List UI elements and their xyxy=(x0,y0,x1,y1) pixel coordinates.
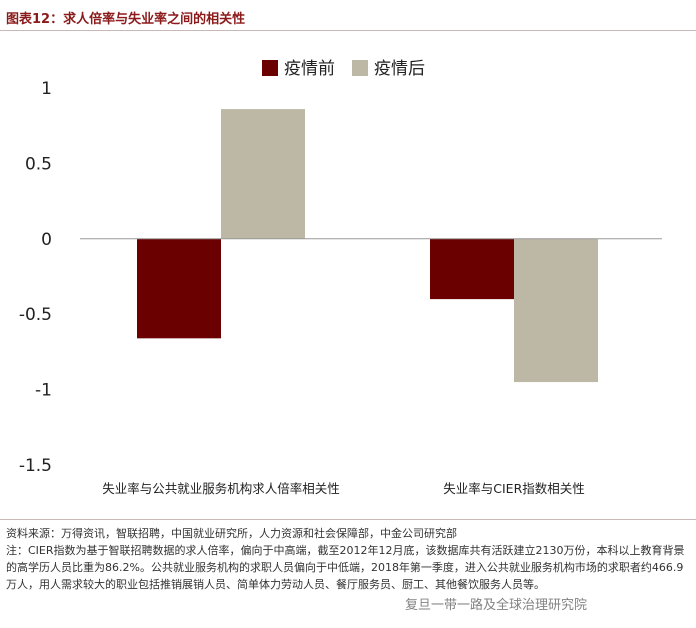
notes-block: 资料来源：万得资讯，智联招聘，中国就业研究所，人力资源和社会保障部，中金公司研究… xyxy=(6,525,690,593)
y-tick-label: -0.5 xyxy=(19,305,52,325)
chart-bars xyxy=(137,109,598,383)
category-label-2: 失业率与CIER指数相关性 xyxy=(443,481,585,496)
chart-legend: 疫情前 疫情后 xyxy=(262,59,425,79)
figure-title: 图表12：求人倍率与失业率之间的相关性 xyxy=(6,12,246,27)
bottom-rule xyxy=(0,519,696,520)
y-tick-label: -1.5 xyxy=(19,456,52,476)
x-axis-labels: 失业率与公共就业服务机构求人倍率相关性 失业率与CIER指数相关性 xyxy=(102,481,585,496)
watermark: 复旦一带一路及全球治理研究院 xyxy=(405,594,588,613)
title-rule xyxy=(0,30,696,31)
y-tick-label: 0.5 xyxy=(25,154,52,174)
y-tick-label: -1 xyxy=(35,381,52,401)
bar-chart: 疫情前 疫情后 1 0.5 0 -0.5 -1 -1.5 失业率与公共就业服务机构求人倍率相… xyxy=(19,59,662,496)
footnote: 注：CIER指数为基于智联招聘数据的求人倍率，偏向于中高端，截至2012年12月… xyxy=(6,544,685,591)
legend-label-1: 疫情前 xyxy=(284,59,335,79)
y-axis: 1 0.5 0 -0.5 -1 -1.5 xyxy=(19,79,52,476)
category-label-1: 失业率与公共就业服务机构求人倍率相关性 xyxy=(102,481,340,496)
legend-label-2: 疫情后 xyxy=(374,59,425,79)
bar-2-1 xyxy=(430,238,514,300)
y-tick-label: 0 xyxy=(41,230,52,250)
y-tick-label: 1 xyxy=(41,79,52,99)
legend-swatch-1 xyxy=(262,60,278,76)
legend-swatch-2 xyxy=(352,60,368,76)
source-note: 资料来源：万得资讯，智联招聘，中国就业研究所，人力资源和社会保障部，中金公司研究… xyxy=(6,527,457,540)
bar-2-2 xyxy=(514,238,598,383)
bar-1-2 xyxy=(221,109,305,239)
bar-1-1 xyxy=(137,238,221,339)
